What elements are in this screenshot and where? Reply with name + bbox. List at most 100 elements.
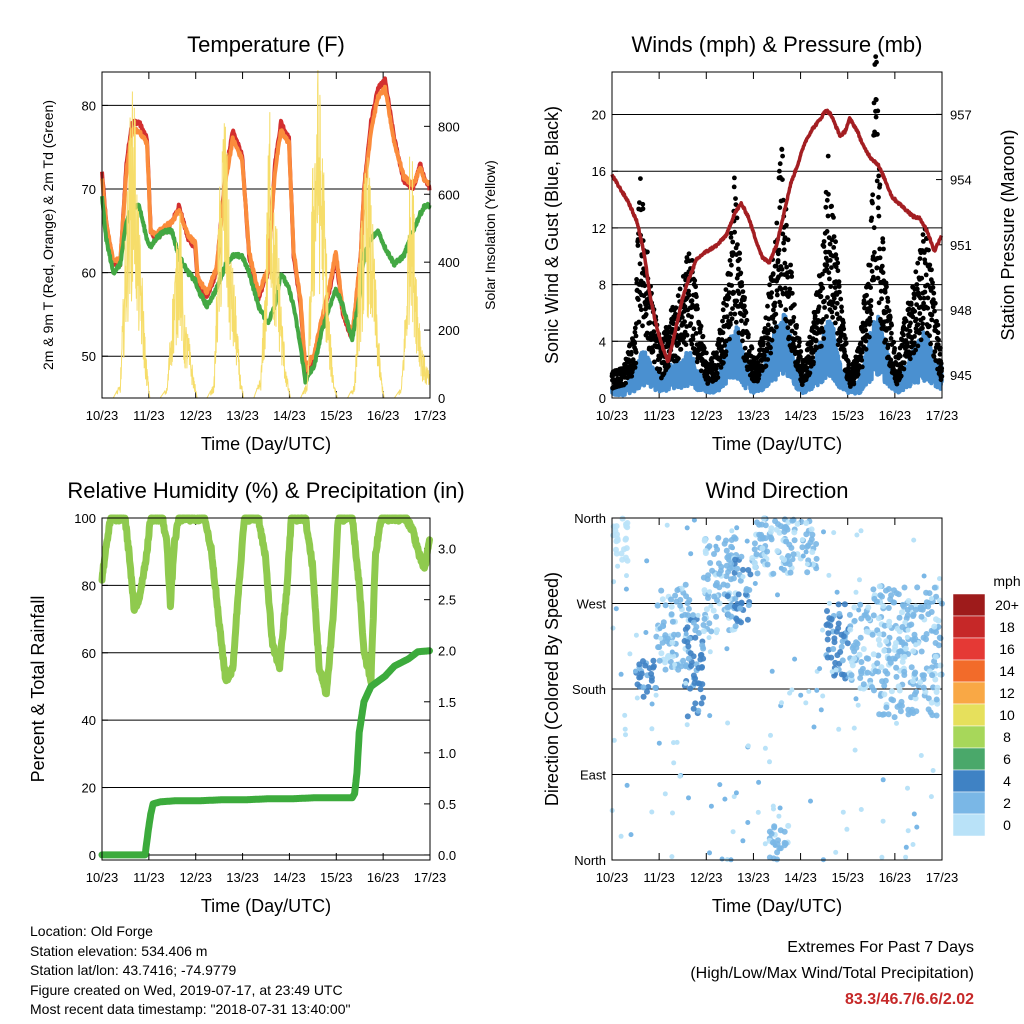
direction-point — [680, 657, 687, 664]
direction-point — [855, 702, 861, 708]
gust-point — [825, 295, 830, 300]
plot-area — [98, 514, 433, 859]
gust-point — [727, 258, 733, 263]
legend-swatch — [952, 659, 986, 683]
direction-point — [702, 548, 709, 554]
direction-point — [883, 638, 890, 645]
direction-cluster — [724, 553, 754, 626]
direction-point — [659, 639, 666, 646]
direction-point — [671, 740, 676, 746]
y-tick-label: 20 — [82, 781, 96, 796]
y-right-tick-label: 3.0 — [438, 542, 456, 557]
y-tick-label: 12 — [592, 221, 606, 236]
y-right-tick-label: 200 — [438, 323, 460, 338]
gust-point — [772, 320, 778, 325]
gust-point — [811, 359, 816, 365]
direction-point — [891, 587, 897, 594]
gust-point — [789, 274, 795, 279]
gust-point — [911, 295, 917, 301]
gust-point — [720, 307, 726, 313]
direction-point — [767, 534, 774, 541]
direction-point — [847, 626, 854, 633]
direction-cluster — [633, 657, 659, 700]
direction-point — [833, 849, 839, 855]
direction-point — [669, 639, 676, 646]
x-tick-label: 15/23 — [831, 870, 864, 885]
gust-point — [885, 299, 891, 304]
direction-point — [747, 571, 754, 578]
direction-point — [697, 652, 704, 659]
gust-point — [935, 330, 941, 336]
gust-point — [868, 285, 873, 290]
latlon-text: Station lat/lon: 43.7416; -74.9779 — [30, 962, 237, 978]
gust-point — [781, 240, 786, 246]
speed-legend: mph 20+ 18 16 14 12 10 8 6 4 2 0 — [952, 573, 1021, 837]
gust-point — [824, 314, 829, 319]
direction-point — [852, 747, 858, 753]
direction-point — [728, 561, 735, 567]
gust-point — [780, 177, 785, 183]
gust-point — [830, 314, 835, 320]
legend-swatch — [952, 813, 986, 837]
direction-point — [881, 647, 888, 654]
plot-area — [100, 70, 432, 399]
direction-point — [751, 559, 758, 566]
gust-point — [878, 288, 884, 294]
direction-point — [724, 554, 731, 561]
gust-point — [645, 249, 650, 255]
direction-point — [684, 600, 691, 607]
gust-point — [726, 295, 732, 300]
gust-point — [693, 284, 698, 290]
gust-point — [832, 285, 838, 290]
direction-point — [925, 695, 932, 702]
direction-point — [809, 549, 816, 555]
direction-point — [684, 612, 691, 619]
gust-point — [775, 251, 781, 257]
direction-point — [675, 666, 682, 673]
gust-point — [862, 305, 867, 311]
gust-point — [737, 250, 743, 256]
y-tick-label: West — [577, 597, 607, 612]
y-right-axis-label: Solar Insolation (Yellow) — [482, 160, 498, 310]
y-tick-label: 40 — [82, 713, 96, 728]
gust-point — [774, 292, 780, 298]
y-right-tick-label: 954 — [950, 173, 972, 188]
direction-point — [858, 807, 864, 812]
direction-point — [622, 712, 628, 718]
direction-point — [839, 657, 846, 664]
direction-point — [921, 573, 927, 579]
gust-point — [724, 302, 729, 308]
direction-point — [830, 646, 837, 652]
gust-point — [684, 332, 690, 338]
direction-point — [923, 599, 930, 606]
gust-point — [698, 368, 704, 374]
direction-point — [937, 635, 944, 642]
x-tick-label: 12/23 — [690, 870, 723, 885]
gust-point — [701, 345, 707, 351]
x-tick-label: 13/23 — [737, 870, 770, 885]
gust-point — [930, 285, 936, 290]
gust-point — [729, 283, 734, 288]
gust-point — [897, 353, 903, 359]
gust-point — [633, 360, 639, 366]
gust-point — [915, 260, 921, 266]
x-tick-label: 14/23 — [784, 408, 817, 423]
gust-point — [925, 305, 931, 311]
gust-point — [644, 330, 650, 336]
direction-point — [840, 633, 847, 640]
gust-point — [828, 284, 834, 289]
x-axis-label: Time (Day/UTC) — [201, 896, 331, 916]
gust-point — [911, 340, 917, 346]
direction-point — [737, 577, 744, 584]
direction-point — [931, 623, 938, 630]
direction-point — [879, 678, 886, 685]
y-axis-label: Direction (Colored By Speed) — [542, 572, 562, 806]
direction-point — [734, 525, 740, 531]
direction-point — [683, 680, 689, 686]
gust-point — [937, 351, 943, 357]
gust-point — [742, 295, 747, 301]
gust-point — [778, 303, 784, 308]
gust-point — [652, 359, 657, 365]
gust-point — [792, 302, 797, 307]
direction-point — [846, 611, 853, 618]
